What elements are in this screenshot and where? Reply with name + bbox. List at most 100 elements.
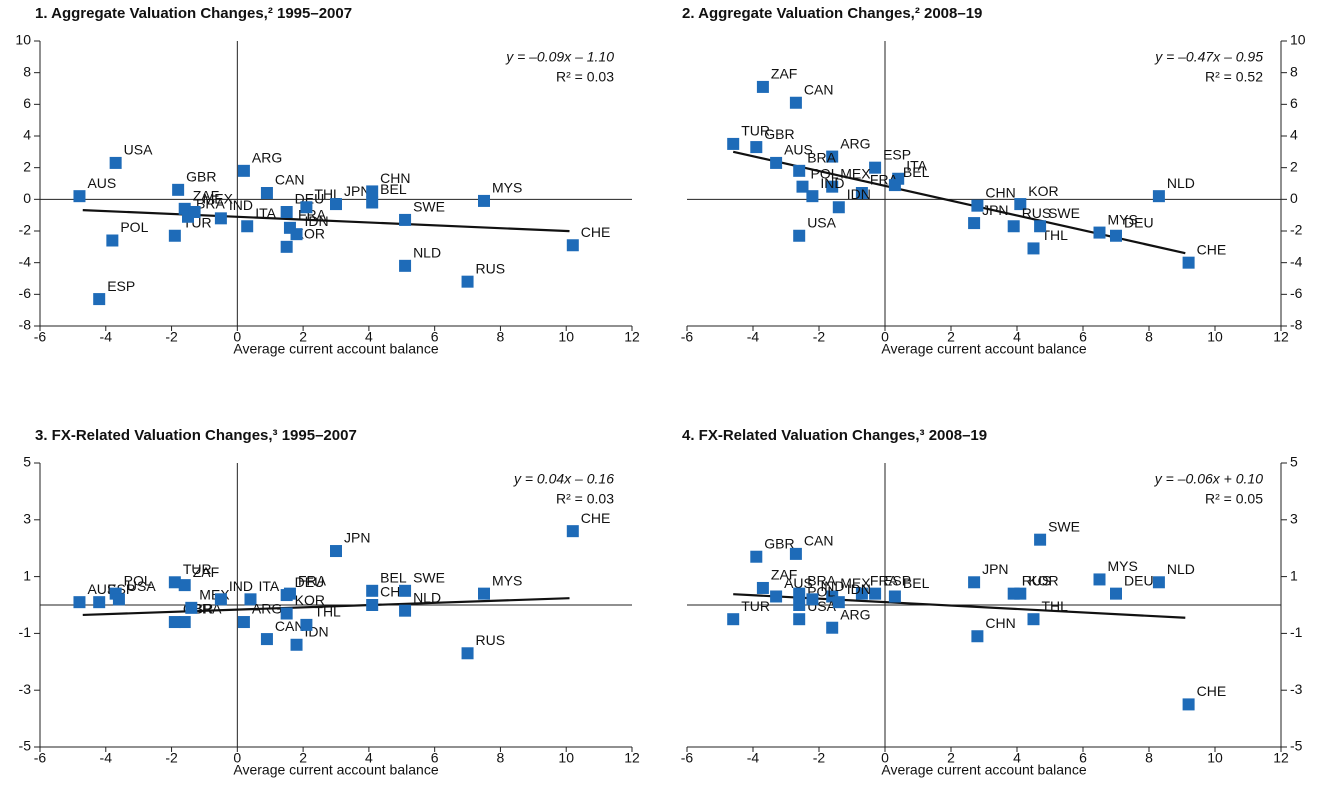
point-label: NLD	[413, 245, 441, 261]
x-tick-label: 2	[947, 750, 955, 766]
point-label: IDN	[847, 581, 871, 597]
y-tick-label: 6	[1290, 95, 1298, 111]
x-tick-label: -6	[681, 329, 694, 345]
x-tick-label: -4	[100, 329, 113, 345]
point	[855, 187, 868, 199]
point-label: FRA	[870, 572, 899, 588]
y-tick-label: -5	[1290, 738, 1303, 754]
point-label: BEL	[903, 164, 930, 180]
point	[106, 234, 119, 247]
point	[806, 593, 819, 606]
point-label: TUR	[741, 123, 770, 139]
point-label: NLD	[1167, 561, 1195, 577]
point-label: POL	[120, 219, 148, 235]
point-label: DEU	[295, 574, 325, 590]
y-tick-label: -1	[1290, 624, 1303, 640]
point	[789, 96, 802, 109]
x-tick-label: 4	[365, 329, 373, 345]
x-axis-label: Average current account balance	[881, 762, 1086, 778]
r-squared: R² = 0.05	[1205, 491, 1263, 507]
trend-line	[732, 150, 1186, 255]
point-label: JPN	[344, 183, 370, 199]
point	[1014, 587, 1027, 600]
point-label: NLD	[1167, 175, 1195, 191]
point-label: CHE	[1197, 241, 1227, 257]
point	[73, 596, 86, 609]
y-tick-label: -2	[1290, 222, 1303, 238]
point-label: TUR	[741, 598, 770, 614]
point-label: JPN	[344, 530, 370, 546]
point-label: RUS	[476, 632, 506, 648]
point	[756, 80, 769, 93]
point-label: ARG	[840, 606, 870, 622]
x-tick-label: -2	[165, 329, 178, 345]
point	[793, 613, 806, 626]
x-tick-label: 0	[233, 329, 241, 345]
point-label: USA	[124, 142, 153, 158]
point	[1152, 190, 1165, 203]
point	[93, 596, 106, 609]
point	[280, 206, 293, 218]
point-label: GBR	[186, 169, 216, 185]
point	[1034, 533, 1047, 546]
point	[1110, 587, 1122, 600]
point-label: ARG	[252, 601, 282, 617]
point-label: MEX	[203, 191, 234, 207]
point-label: ZAF	[771, 66, 797, 82]
point-label: CHE	[581, 224, 611, 240]
point	[1027, 613, 1040, 626]
x-tick-label: 8	[1145, 329, 1153, 345]
point	[1093, 573, 1106, 586]
point	[260, 633, 273, 646]
point	[566, 239, 579, 252]
point	[241, 220, 254, 233]
point	[793, 164, 806, 177]
point	[478, 194, 490, 207]
point	[1034, 220, 1047, 233]
x-tick-label: 0	[233, 750, 241, 766]
y-tick-label: 5	[23, 454, 31, 470]
point	[727, 613, 740, 626]
point	[109, 156, 122, 169]
point	[855, 587, 868, 600]
point-label: BRA	[196, 195, 225, 211]
point	[1182, 256, 1195, 269]
y-tick-label: -6	[19, 285, 32, 301]
point-label: KOR	[1028, 183, 1058, 199]
y-tick-label: -5	[19, 738, 32, 754]
point	[168, 576, 181, 589]
point-label: IDN	[305, 213, 329, 229]
point	[869, 161, 882, 174]
point	[399, 259, 412, 272]
y-tick-label: -6	[1290, 285, 1303, 301]
point	[73, 190, 86, 203]
x-tick-label: 10	[558, 750, 574, 766]
point-label: ESP	[883, 572, 911, 588]
point	[399, 584, 412, 597]
point	[888, 590, 901, 603]
point	[93, 293, 106, 306]
x-tick-label: 12	[1273, 329, 1289, 345]
point	[566, 525, 579, 538]
point	[869, 587, 882, 600]
x-tick-label: 8	[1145, 750, 1153, 766]
point-label: POL	[124, 572, 152, 588]
point	[793, 599, 806, 611]
point	[1152, 576, 1165, 589]
point	[888, 179, 901, 192]
y-tick-label: 4	[23, 127, 31, 143]
x-tick-label: 2	[299, 750, 307, 766]
y-tick-label: -1	[19, 624, 32, 640]
point-label: THL	[1042, 227, 1069, 243]
point-label: MEX	[840, 575, 871, 591]
point-label: BEL	[903, 575, 930, 591]
point	[283, 587, 296, 600]
y-tick-label: -8	[1290, 317, 1303, 333]
point	[260, 187, 273, 199]
y-tick-label: 2	[23, 158, 31, 174]
point-label: POL	[811, 165, 839, 181]
x-axis-label: Average current account balance	[233, 341, 438, 357]
point	[461, 275, 474, 288]
point	[399, 213, 412, 226]
